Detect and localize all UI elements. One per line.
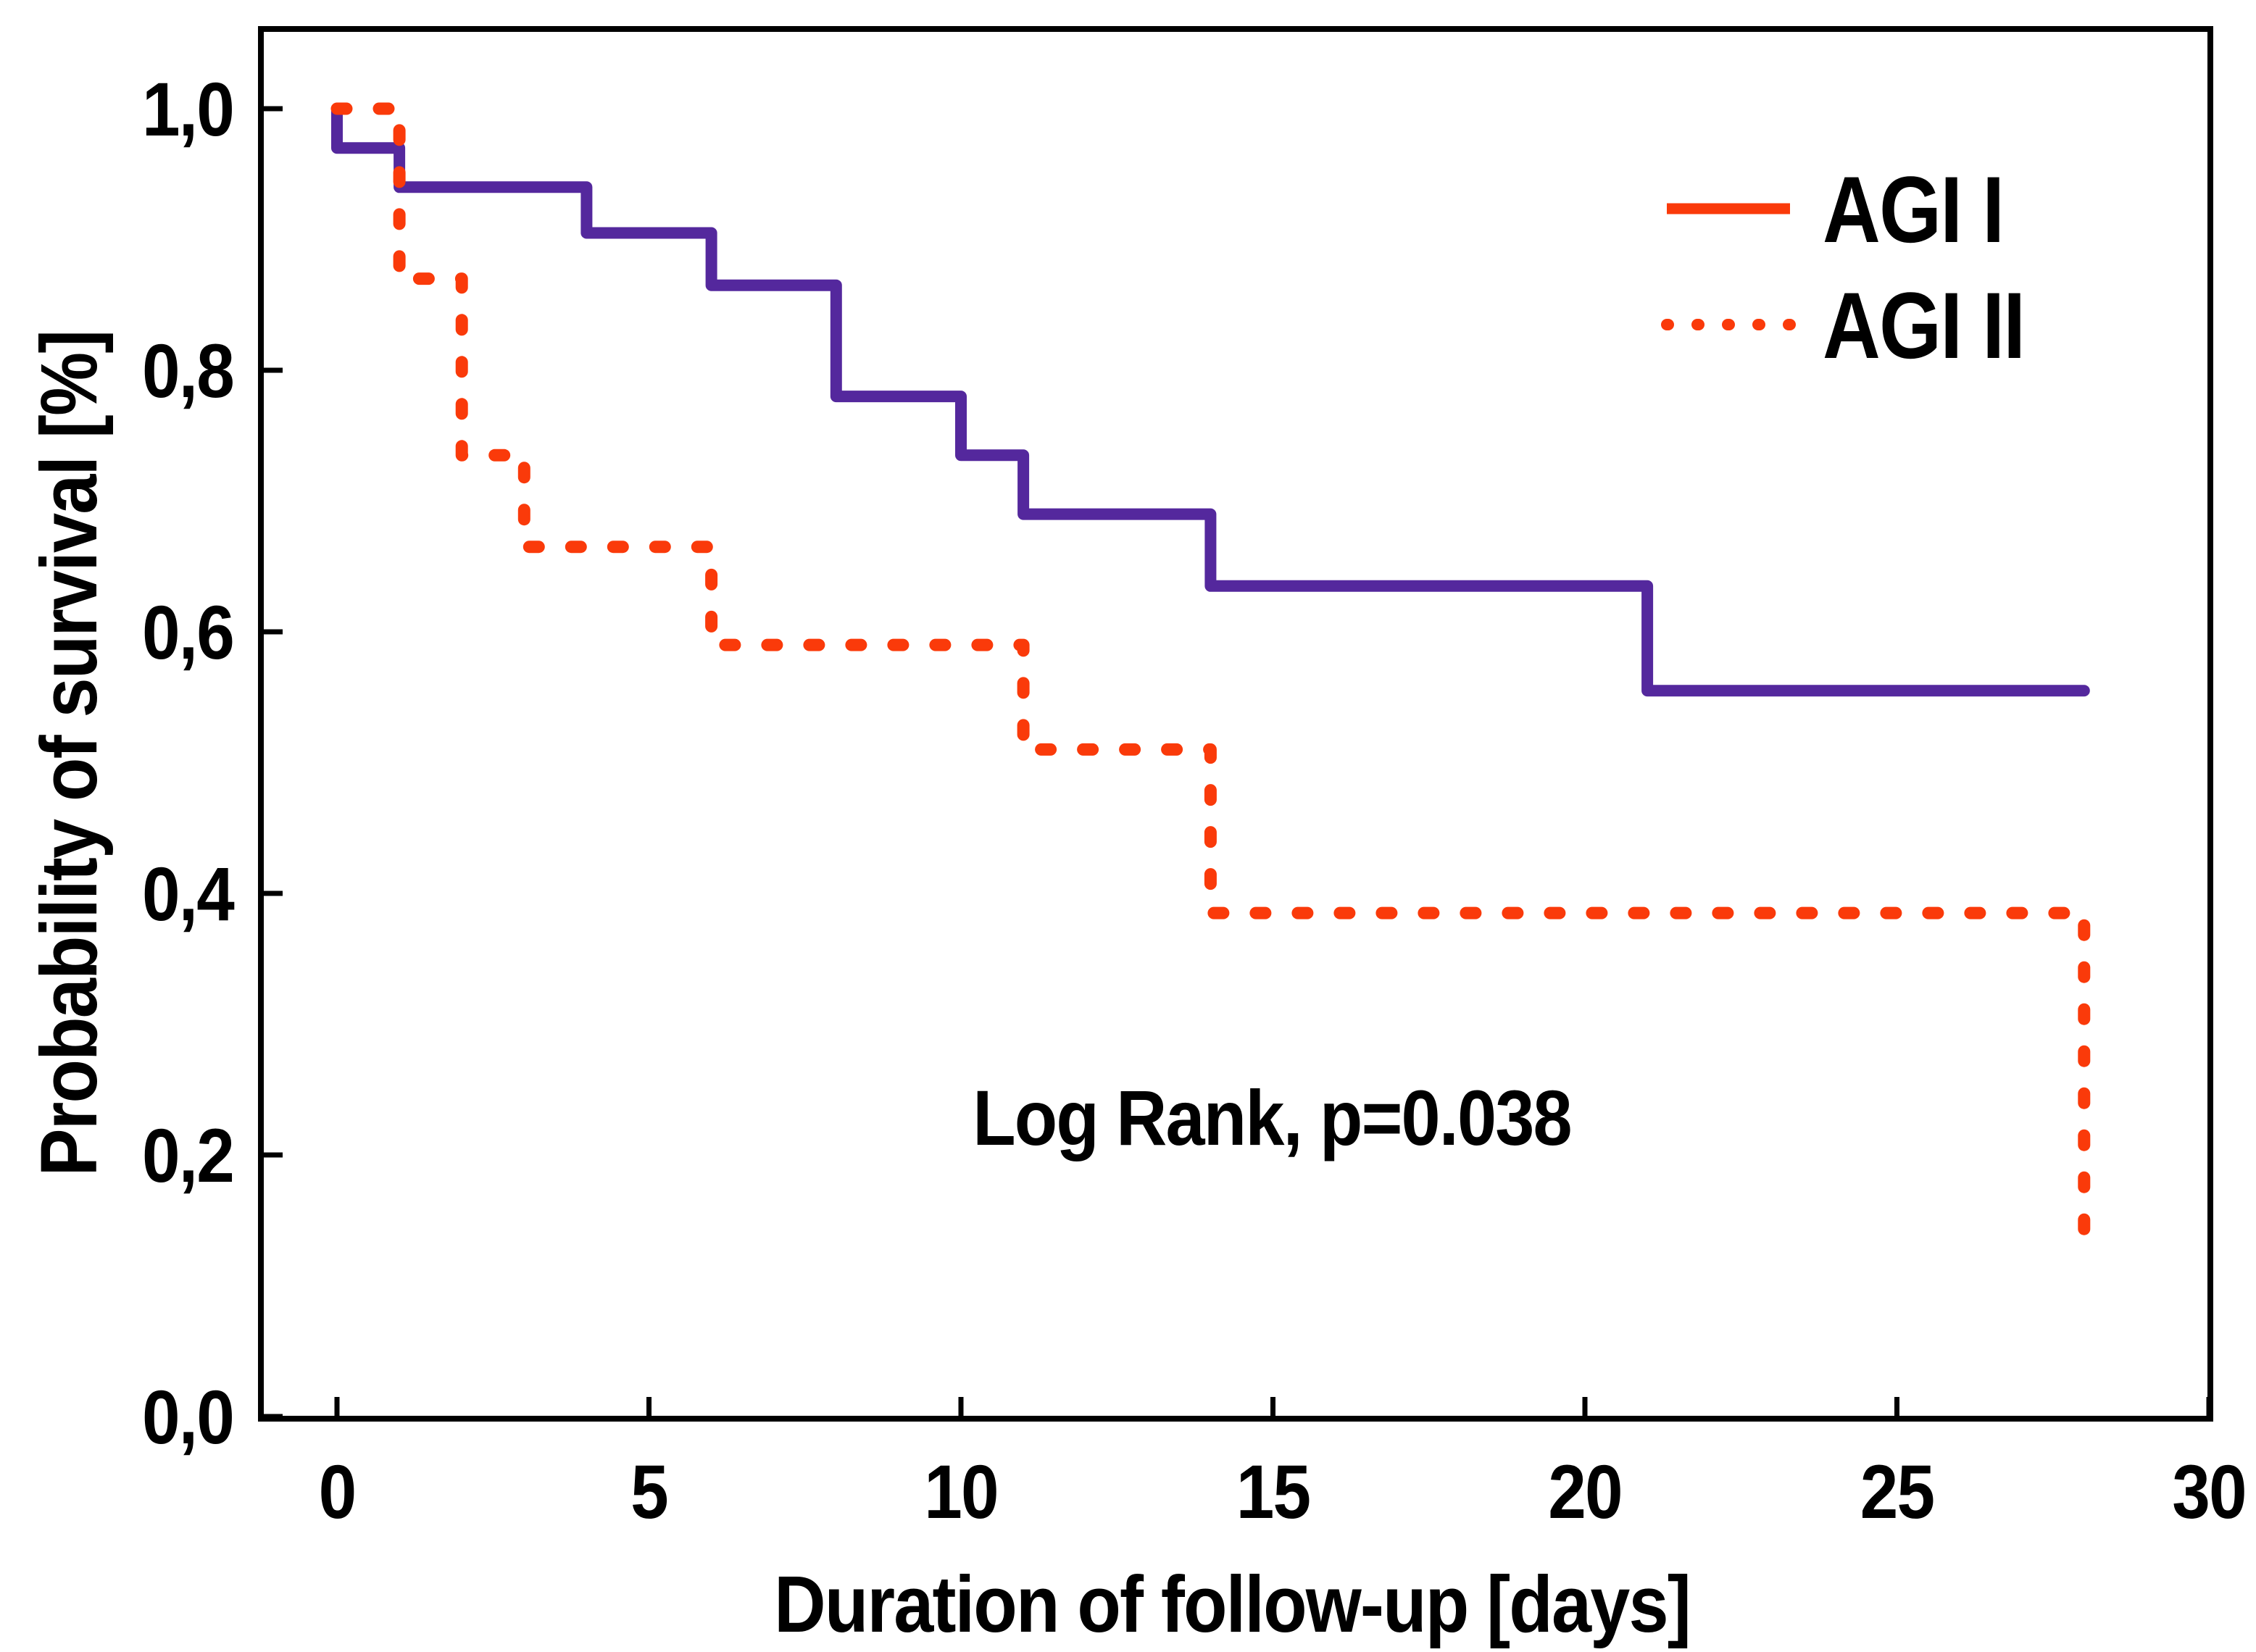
y-axis-label: Probability of survival [%]	[25, 331, 114, 1177]
x-tick-label-0: 0	[319, 1450, 356, 1535]
x-axis-ticks: 0 5 10 15 20 25 30	[319, 1397, 2247, 1535]
legend: AGI I AGI II	[1661, 157, 2026, 378]
y-tick-label-0-0: 0,0	[142, 1375, 233, 1460]
y-tick-label-0-2: 0,2	[142, 1114, 233, 1198]
y-axis-ticks: 0,0 0,2 0,4 0,6 0,8 1,0	[142, 67, 283, 1460]
series-line-agi-ii	[330, 102, 2091, 1246]
x-tick-label-10: 10	[924, 1450, 998, 1535]
y-tick-label-0-6: 0,6	[142, 591, 233, 675]
y-tick-label-0-4: 0,4	[142, 852, 235, 937]
x-tick-label-5: 5	[630, 1450, 667, 1535]
x-tick-label-30: 30	[2172, 1450, 2246, 1535]
x-tick-label-20: 20	[1548, 1450, 1622, 1535]
annotation-log-rank: Log Rank, p=0.038	[973, 1074, 1571, 1161]
x-tick-label-25: 25	[1860, 1450, 1934, 1535]
legend-label-agi-1: AGI I	[1823, 157, 2003, 262]
legend-label-agi-2: AGI II	[1823, 273, 2024, 378]
y-tick-label-1-0: 1,0	[142, 67, 233, 152]
x-axis-label: Duration of follow-up [days]	[774, 1560, 1690, 1649]
x-tick-label-15: 15	[1236, 1450, 1310, 1535]
y-tick-label-0-8: 0,8	[142, 329, 233, 414]
plot-frame	[258, 26, 2213, 1422]
series-lines	[330, 102, 2091, 1246]
